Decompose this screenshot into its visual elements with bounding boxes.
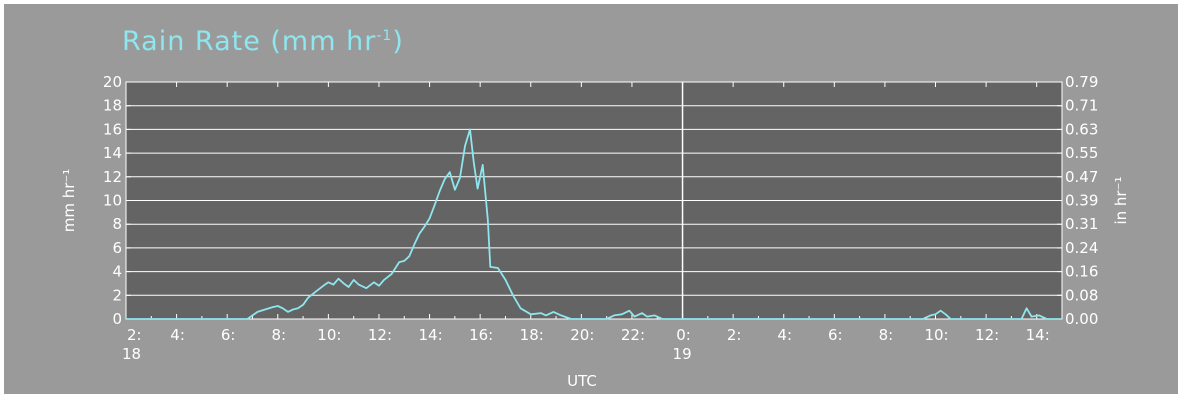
- rain-rate-chart: 0 0.00 2 0.08 4 0.16 6 0.24 8 0.31 10 0.39 12 0.47 14 0…: [60, 73, 1130, 390]
- x-tick-label: 6:: [221, 326, 236, 344]
- y-tick-label: 4: [112, 263, 122, 281]
- day-label: 18: [122, 345, 141, 363]
- x-tick-label: 18:: [520, 326, 544, 344]
- x-tick-label: 4:: [170, 326, 185, 344]
- y-tick-label-right: 0.55: [1065, 144, 1098, 162]
- x-tick-label: 22:: [621, 326, 645, 344]
- x-tick-label: 14:: [1026, 326, 1050, 344]
- y-tick-label: 16: [103, 120, 122, 138]
- x-tick-label: 12:: [975, 326, 999, 344]
- chart-frame: Rain Rate (mm hr-1) 0 0.00 2 0.08 4 0.16 6 0.24…: [4, 4, 1178, 394]
- y-tick-label: 6: [112, 239, 122, 257]
- day-label: 19: [673, 345, 692, 363]
- y-tick-label: 20: [103, 73, 122, 91]
- x-tick-label: 20:: [570, 326, 594, 344]
- x-axis-title: UTC: [567, 372, 597, 390]
- x-tick-label: 6:: [828, 326, 843, 344]
- x-tick-label: 10:: [924, 326, 948, 344]
- y-tick-label-right: 0.47: [1065, 168, 1098, 186]
- y-tick-label: 12: [103, 168, 122, 186]
- y-tick-label-right: 0.31: [1065, 215, 1098, 233]
- x-tick-label: 4:: [777, 326, 792, 344]
- x-tick-label: 2:: [727, 326, 742, 344]
- chart-title: Rain Rate (mm hr-1): [122, 26, 404, 57]
- y-tick-label-right: 0.16: [1065, 263, 1098, 281]
- x-tick-label: 14:: [418, 326, 442, 344]
- y-tick-label-right: 0.79: [1065, 73, 1098, 91]
- x-tick-label: 10:: [317, 326, 341, 344]
- x-tick-label: 8:: [879, 326, 894, 344]
- x-tick-label: 0:: [676, 326, 691, 344]
- y-tick-label: 18: [103, 97, 122, 115]
- y-tick-label-right: 0.08: [1065, 286, 1098, 304]
- y-tick-label-right: 0.71: [1065, 97, 1098, 115]
- x-tick-label: 2:: [127, 326, 142, 344]
- y-axis-title-right: in hr⁻¹: [1112, 176, 1130, 224]
- y-tick-label-right: 0.00: [1065, 310, 1098, 328]
- rain-rate-line: [126, 128, 1062, 320]
- y-tick-label-right: 0.39: [1065, 192, 1098, 210]
- x-tick-label: 16:: [469, 326, 493, 344]
- y-tick-label: 8: [112, 215, 122, 233]
- y-axis-title-left: mm hr⁻¹: [60, 169, 78, 233]
- y-tick-label: 2: [112, 286, 122, 304]
- y-tick-label-right: 0.24: [1065, 239, 1098, 257]
- x-tick-label: 12:: [368, 326, 392, 344]
- y-tick-label: 10: [103, 192, 122, 210]
- y-tick-label: 14: [103, 144, 122, 162]
- y-tick-label-right: 0.63: [1065, 120, 1098, 138]
- x-tick-label: 8:: [271, 326, 286, 344]
- y-tick-label: 0: [112, 310, 122, 328]
